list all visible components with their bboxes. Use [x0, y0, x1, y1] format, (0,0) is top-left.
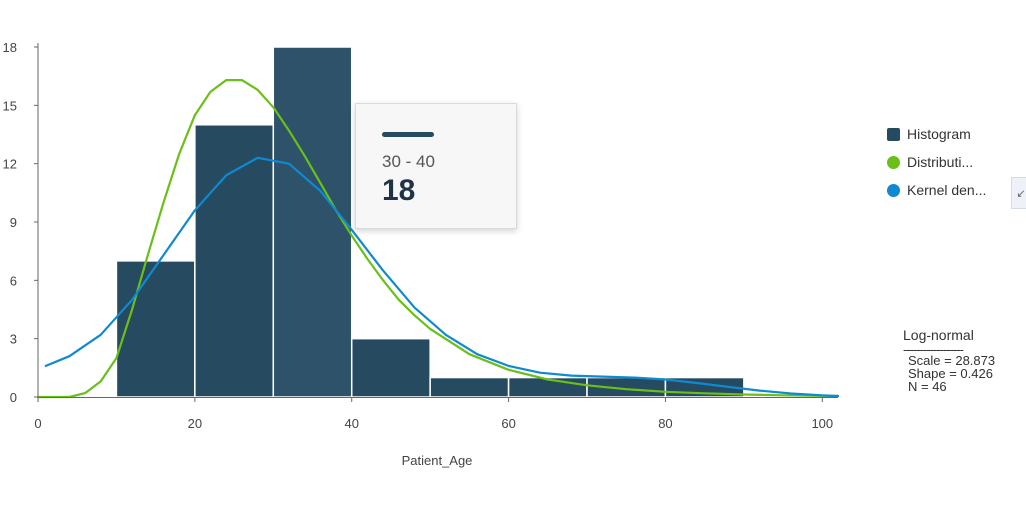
stats-n: N = 46	[903, 380, 995, 393]
distribution-stats: Log-normal ------------------ Scale = 28…	[903, 329, 995, 393]
histogram-bar[interactable]	[195, 125, 273, 397]
tooltip-swatch	[382, 132, 434, 137]
tooltip-range: 30 - 40	[382, 152, 435, 172]
legend: Histogram Distributi... Kernel den...	[887, 120, 986, 204]
x-tick-label: 100	[811, 416, 833, 431]
y-tick-label: 18	[3, 40, 17, 55]
histogram-bar[interactable]	[273, 47, 351, 397]
tooltip-value: 18	[382, 174, 415, 208]
x-tick-label: 80	[658, 416, 672, 431]
legend-label-distribution: Distributi...	[907, 154, 973, 170]
y-tick-label: 0	[10, 390, 17, 405]
legend-item-kernel-density[interactable]: Kernel den...	[887, 176, 986, 204]
histogram-bar[interactable]	[430, 378, 508, 397]
y-tick-label: 3	[10, 332, 17, 347]
y-tick-label: 15	[3, 98, 17, 113]
legend-collapse-button[interactable]: ↙	[1011, 177, 1026, 209]
legend-item-distribution[interactable]: Distributi...	[887, 148, 986, 176]
legend-swatch-histogram	[887, 128, 900, 141]
collapse-arrow-icon: ↙	[1016, 187, 1025, 200]
x-tick-label: 0	[34, 416, 41, 431]
tooltip: 30 - 40 18	[355, 103, 517, 229]
legend-item-histogram[interactable]: Histogram	[887, 120, 986, 148]
histogram-bar[interactable]	[352, 339, 430, 397]
y-tick-label: 12	[3, 157, 17, 172]
legend-label-histogram: Histogram	[907, 126, 971, 142]
x-tick-label: 40	[344, 416, 358, 431]
legend-swatch-kernel-density	[887, 184, 900, 197]
x-tick-label: 20	[188, 416, 202, 431]
x-tick-label: 60	[501, 416, 515, 431]
y-tick-label: 6	[10, 273, 17, 288]
stats-title: Log-normal	[903, 329, 995, 342]
x-axis-title: Patient_Age	[402, 453, 473, 468]
legend-swatch-distribution	[887, 156, 900, 169]
y-tick-label: 9	[10, 215, 17, 230]
legend-label-kernel-density: Kernel den...	[907, 182, 986, 198]
histogram-bar[interactable]	[116, 261, 194, 397]
